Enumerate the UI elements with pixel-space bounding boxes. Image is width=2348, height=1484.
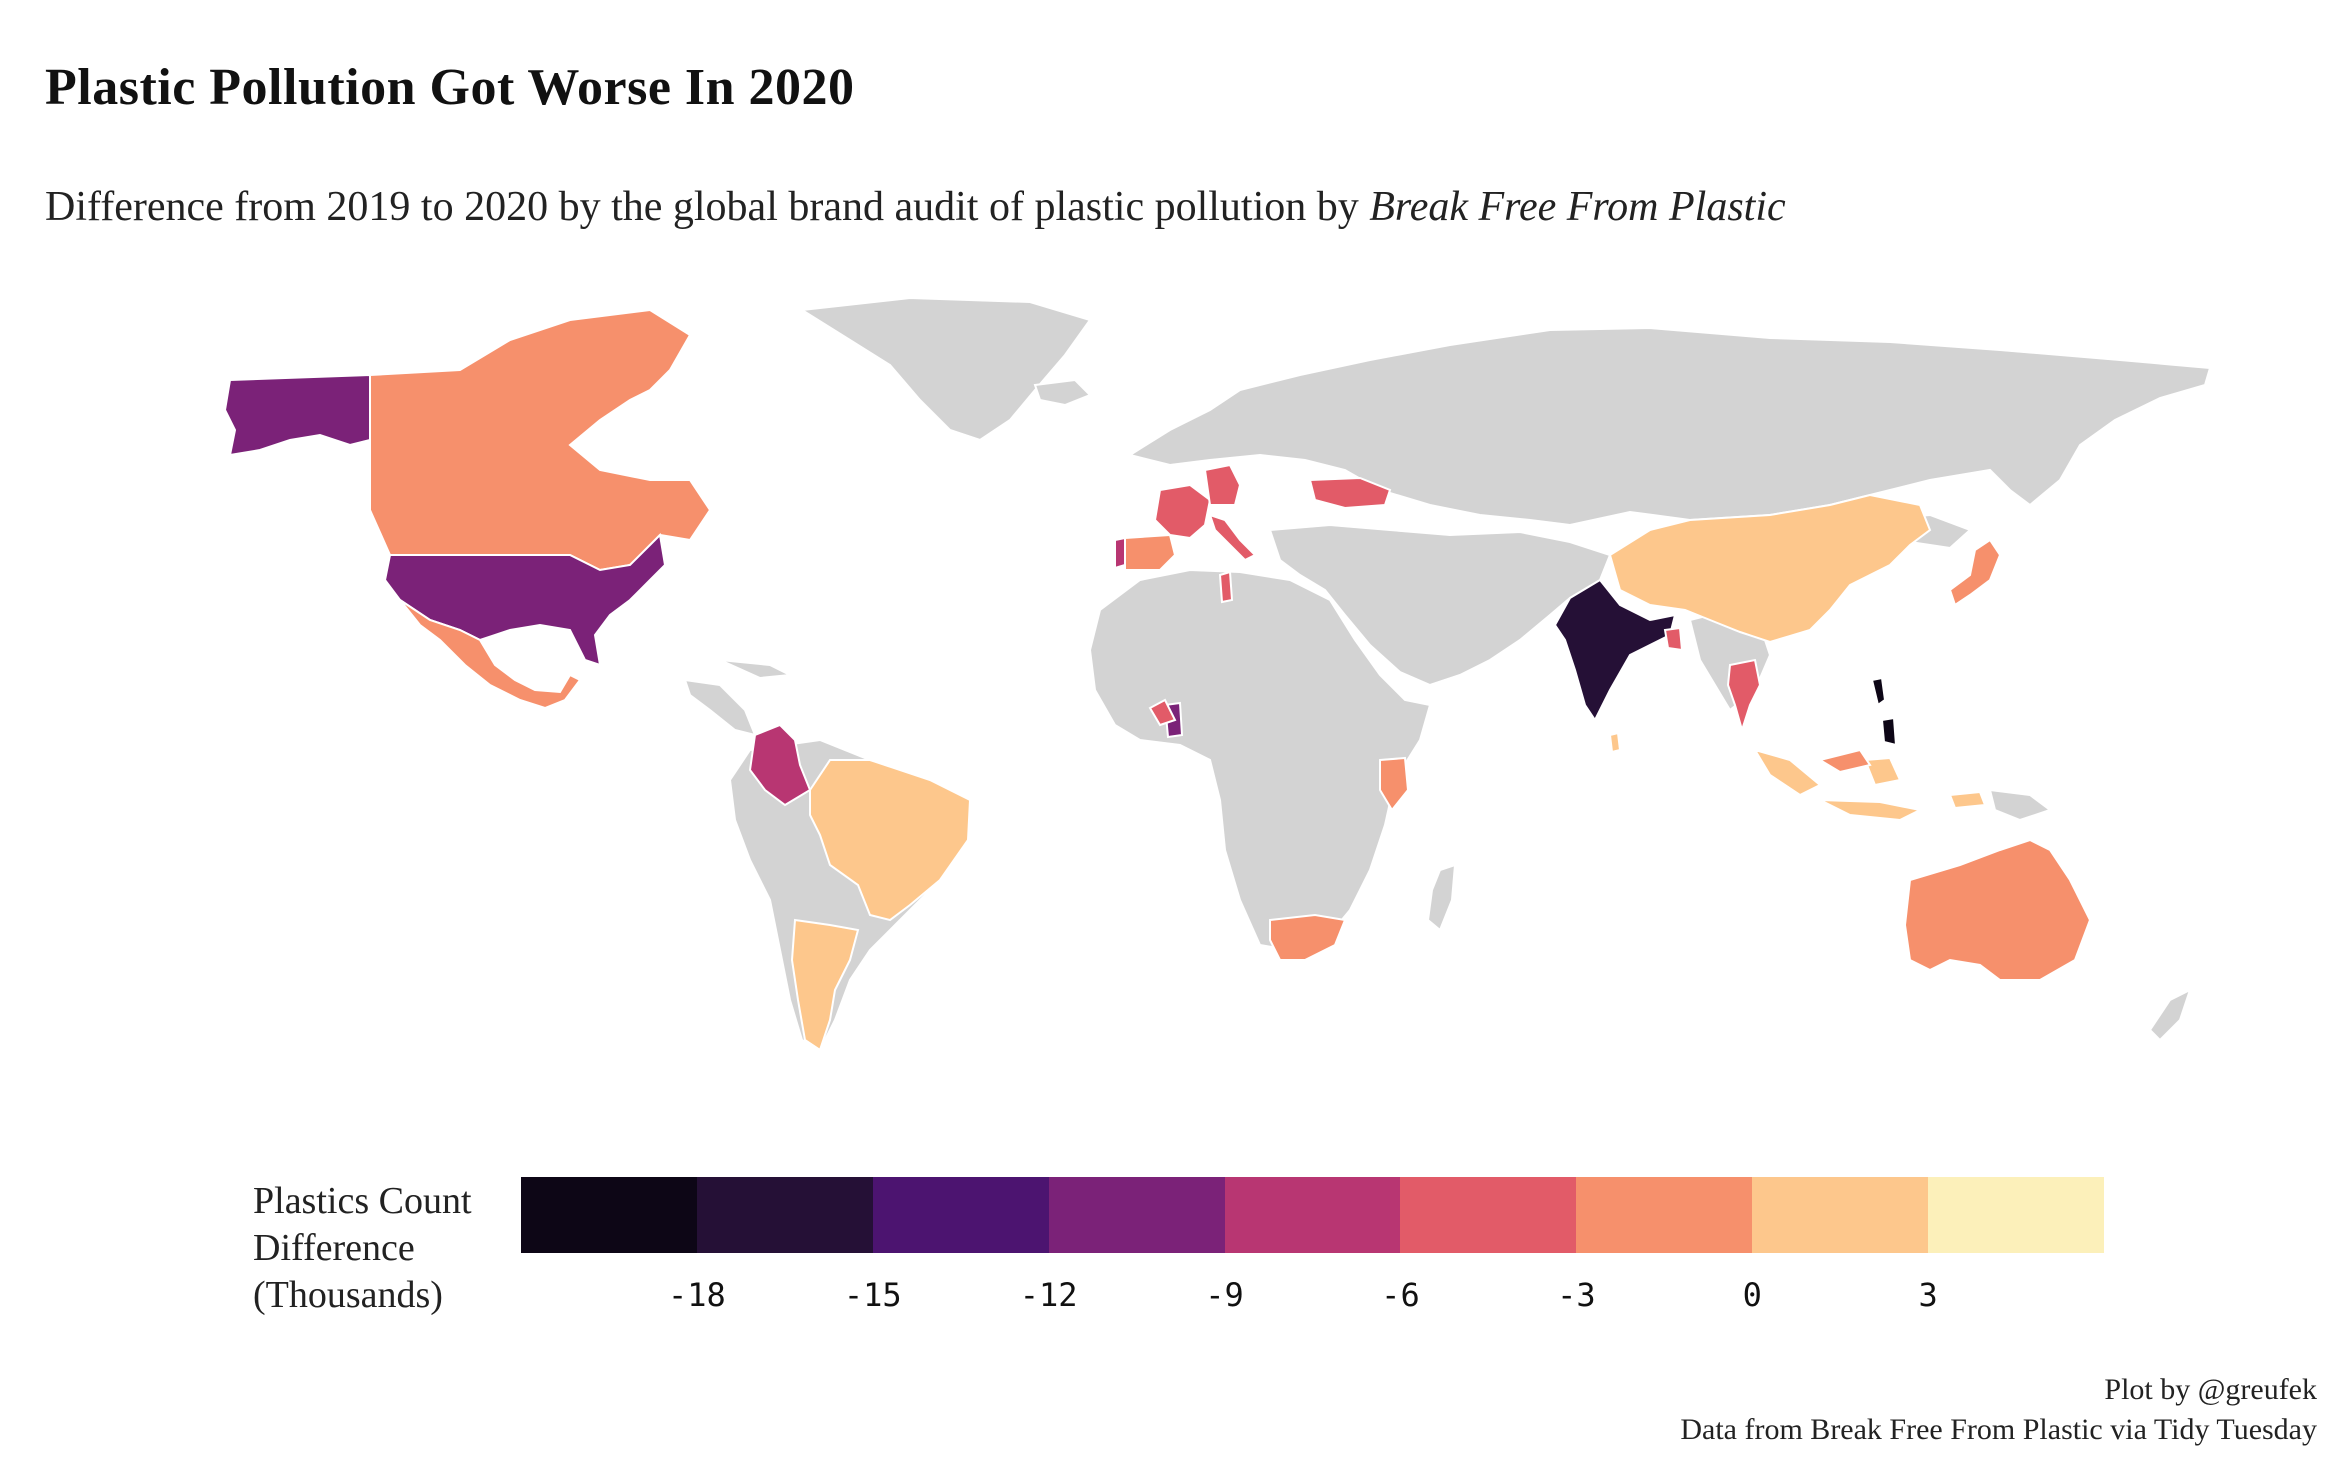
legend-title-line-1: Plastics Count (253, 1180, 472, 1222)
region-germany (1203, 463, 1242, 506)
region-madagascar (1426, 863, 1457, 932)
region-brazil (809, 759, 972, 922)
region-new-guinea (1988, 788, 2053, 822)
region-mexico (399, 599, 582, 710)
region-italy (1208, 513, 1257, 562)
region-india (1553, 578, 1677, 722)
legend-colorbar (521, 1177, 2105, 1253)
region-australia (1903, 838, 2092, 981)
region-iceland (1033, 378, 1092, 407)
region-greenland (799, 296, 1092, 442)
region-new-zealand (2148, 988, 2192, 1042)
legend-tick-label: -6 (1381, 1276, 1420, 1314)
legend-title-line-2: Difference (253, 1227, 415, 1269)
region-japan (1948, 538, 2002, 607)
caption-source: Data from Break Free From Plastic via Ti… (1680, 1413, 2317, 1446)
legend-swatch (1048, 1177, 1225, 1253)
chart-subtitle: Difference from 2019 to 2020 by the glob… (45, 183, 1786, 231)
legend-swatch (1928, 1177, 2105, 1253)
landmass-no-data (683, 296, 2212, 1052)
region-philippines (1870, 676, 1898, 747)
region-sri-lanka (1608, 731, 1622, 754)
region-canada (369, 308, 712, 572)
region-ukraine (1308, 476, 1392, 510)
caption: Plot by @greufek Data from Break Free Fr… (1680, 1370, 2317, 1450)
region-indonesia (1752, 748, 1987, 822)
subtitle-source: Break Free From Plastic (1369, 184, 1786, 230)
legend-tick-label: -3 (1557, 1276, 1596, 1314)
region-china (1608, 493, 1932, 644)
caption-author: Plot by @greufek (2104, 1373, 2317, 1406)
legend-tick-label: 0 (1742, 1276, 1762, 1314)
region-central-america (683, 678, 757, 737)
region-middle-east (1268, 523, 1612, 687)
legend-swatch (1752, 1177, 1929, 1253)
region-thailand (1726, 658, 1762, 734)
legend-swatch (521, 1177, 697, 1253)
legend-tick-label: 3 (1918, 1276, 1938, 1314)
legend-tick-label: -12 (1019, 1276, 1078, 1314)
legend-tick-label: -9 (1205, 1276, 1244, 1314)
region-portugal (1114, 536, 1126, 570)
region-nigeria (1148, 698, 1177, 727)
legend-swatch (1224, 1177, 1401, 1253)
region-south-africa (1269, 913, 1347, 961)
region-spain (1124, 533, 1177, 571)
legend-tick-label: -15 (843, 1276, 902, 1314)
world-map (130, 280, 2240, 1130)
legend-swatch (872, 1177, 1049, 1253)
region-tunisia (1218, 570, 1234, 604)
subtitle-text: Difference from 2019 to 2020 by the glob… (45, 184, 1370, 230)
legend-tick-label: -18 (667, 1276, 726, 1314)
region-bangladesh (1663, 626, 1684, 652)
region-france (1153, 483, 1212, 540)
region-kenya (1379, 756, 1410, 812)
region-caribbean (719, 659, 794, 680)
legend-swatch (696, 1177, 873, 1253)
region-argentina (790, 918, 860, 1052)
legend-title: Plastics Count Difference (Thousands) (253, 1178, 472, 1319)
region-alaska (223, 373, 371, 457)
chart-title: Plastic Pollution Got Worse In 2020 (45, 59, 855, 116)
region-eurasia (1127, 326, 2212, 527)
region-malaysia (1817, 748, 1872, 774)
legend-title-line-3: (Thousands) (253, 1274, 443, 1316)
world-map-svg (223, 296, 2212, 1052)
legend-ticks: -18 -15 -12 -9 -6 -3 0 3 (521, 1276, 2104, 1316)
data-regions (223, 308, 2092, 1052)
legend-swatch (1576, 1177, 1753, 1253)
region-africa (1088, 568, 1432, 952)
legend-swatch (1400, 1177, 1577, 1253)
